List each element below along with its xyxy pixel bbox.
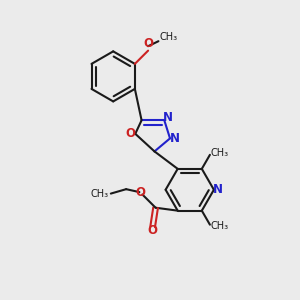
Text: O: O [136,187,146,200]
Text: O: O [147,224,157,237]
Text: CH₃: CH₃ [160,32,178,42]
Text: O: O [143,37,153,50]
Text: N: N [213,183,223,196]
Text: CH₃: CH₃ [211,148,229,158]
Text: N: N [163,111,173,124]
Text: N: N [169,132,179,145]
Text: CH₃: CH₃ [90,189,109,199]
Text: CH₃: CH₃ [211,221,229,231]
Text: O: O [125,127,135,140]
